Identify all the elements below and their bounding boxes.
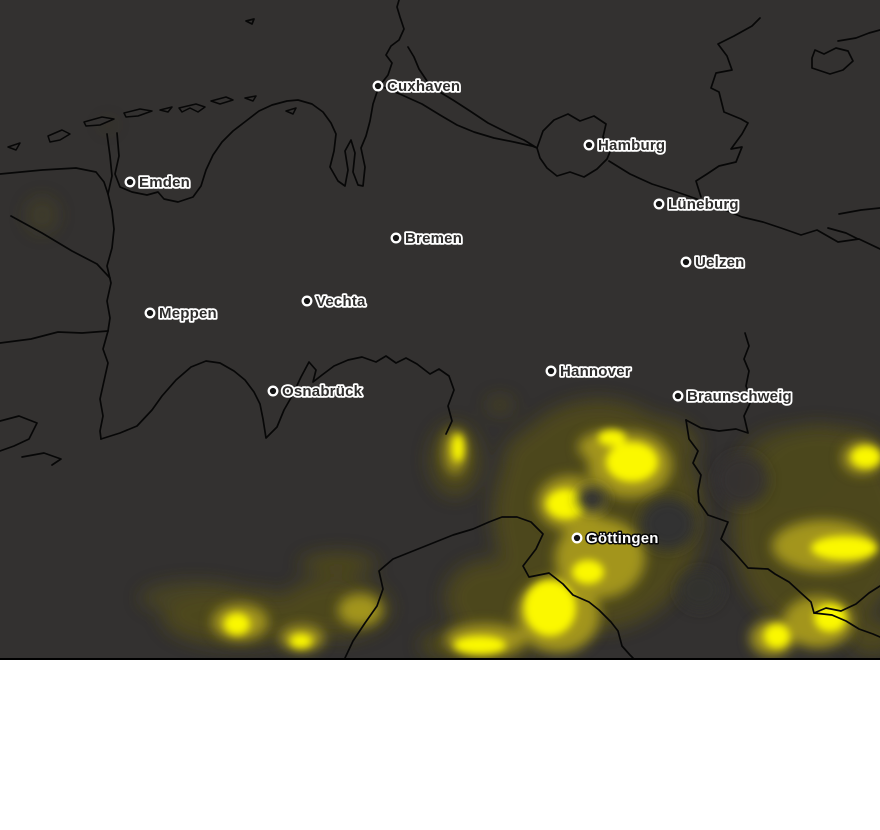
city-label: Göttingen	[586, 530, 659, 547]
city-dot	[267, 385, 279, 397]
city-dot	[372, 80, 384, 92]
frisian-island	[83, 116, 115, 127]
cloud-dark-pockets	[577, 454, 768, 610]
frisian-island	[159, 106, 173, 113]
harz-border-east-branch	[813, 585, 880, 614]
city-dot	[124, 176, 136, 188]
city-marker-meppen: Meppen	[144, 303, 218, 324]
city-dot	[545, 365, 557, 377]
city-marker-gttingen: Göttingen	[571, 529, 660, 549]
nrw-border-west	[100, 355, 455, 440]
bottomleft-border-wiggle-2	[21, 452, 62, 466]
city-dot	[583, 139, 595, 151]
coastline-and-border-layer	[0, 0, 880, 658]
city-marker-bremen: Bremen	[390, 228, 464, 249]
frisian-island	[123, 108, 153, 118]
city-marker-osnabrck: Osnabrück	[267, 381, 364, 402]
city-dot	[571, 532, 583, 544]
city-marker-hannover: Hannover	[545, 361, 632, 382]
dutch-german-border	[99, 193, 115, 440]
city-label: Meppen	[159, 305, 217, 322]
nrw-hesse-border	[344, 516, 634, 658]
city-label: Uelzen	[695, 254, 745, 271]
dutch-inner-line	[10, 215, 111, 279]
city-dot	[672, 390, 684, 402]
city-marker-braunschweig: Braunschweig	[672, 386, 794, 407]
city-marker-hamburg: Hamburg	[583, 135, 667, 156]
frisian-island	[210, 96, 234, 105]
city-label: Braunschweig	[687, 388, 792, 405]
city-marker-cuxhaven: Cuxhaven	[372, 76, 462, 97]
map-canvas: Cuxhaven Hamburg Emden Lüneburg Bremen Uelzen…	[0, 0, 880, 658]
harz-border	[685, 419, 880, 638]
frisian-island	[285, 107, 297, 115]
frisian-island	[7, 142, 21, 151]
elbe-estuary	[382, 46, 538, 149]
frisian-island	[178, 103, 206, 113]
bottomleft-border-wiggle-1	[0, 415, 38, 452]
city-label: Hamburg	[598, 137, 665, 154]
city-marker-uelzen: Uelzen	[680, 252, 746, 273]
city-label: Bremen	[405, 230, 462, 247]
city-dot	[680, 256, 692, 268]
city-marker-lneburg: Lüneburg	[653, 194, 740, 215]
map-footer: Gesamtbewölkung (in %) Modell: ICON-D2 0…	[0, 660, 880, 830]
city-markers-layer: Cuxhaven Hamburg Emden Lüneburg Bremen Uelzen…	[124, 76, 794, 549]
city-label: Hannover	[560, 363, 631, 380]
helgoland-island	[245, 18, 255, 25]
harz-border-north-branch	[685, 332, 752, 434]
city-dot	[144, 307, 156, 319]
east-border-fragments	[827, 207, 880, 240]
city-label: Emden	[139, 174, 190, 191]
frisian-island	[244, 95, 257, 102]
city-dot	[301, 295, 313, 307]
city-marker-emden: Emden	[124, 172, 192, 193]
dutch-border-fork	[0, 330, 109, 344]
cloud-cover-map: Cuxhaven Hamburg Emden Lüneburg Bremen Uelzen…	[0, 0, 880, 660]
city-dot	[390, 232, 402, 244]
cloud-free-bright-layer	[224, 430, 880, 654]
hamburg-state-border	[536, 113, 613, 178]
elbe-river-southeast	[608, 160, 880, 250]
city-label: Vechta	[316, 293, 366, 310]
northeast-lake-shape	[811, 47, 854, 75]
northeast-coast-fragment	[837, 29, 880, 42]
frisian-island	[47, 129, 71, 143]
city-label: Lüneburg	[668, 196, 739, 213]
schleswig-holstein-border	[695, 17, 761, 198]
city-marker-vechta: Vechta	[301, 291, 368, 312]
city-dot	[653, 198, 665, 210]
north-sea-coastline	[0, 0, 405, 203]
city-label: Osnabrück	[282, 383, 363, 400]
city-label: Cuxhaven	[387, 78, 460, 95]
